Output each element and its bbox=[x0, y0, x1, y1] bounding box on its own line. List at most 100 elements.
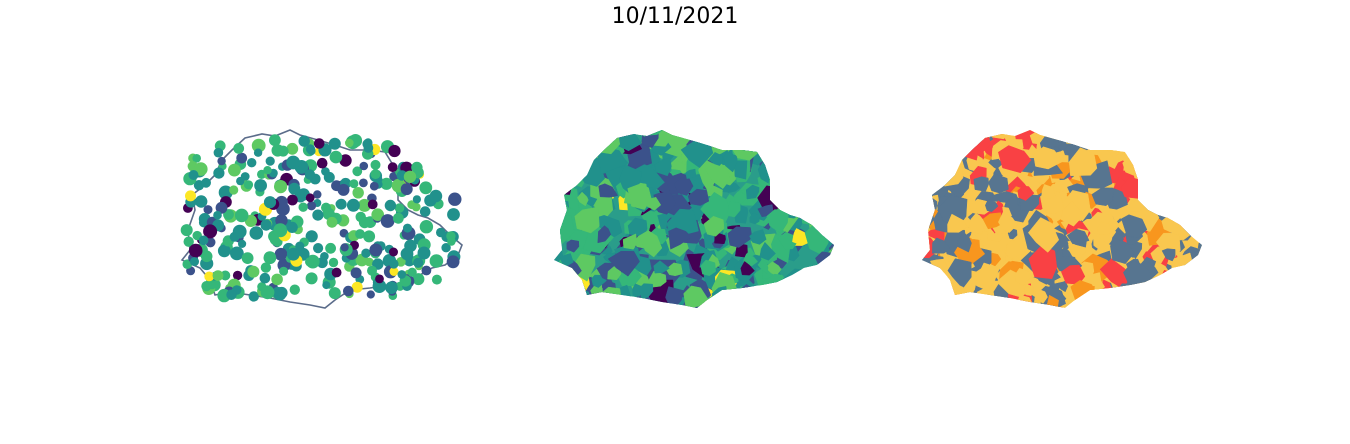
municipality-region bbox=[931, 140, 952, 162]
municipality-region bbox=[560, 135, 574, 150]
municipality-point bbox=[370, 159, 381, 170]
municipality-region bbox=[597, 146, 628, 175]
municipality-region bbox=[1172, 293, 1186, 308]
municipality-region bbox=[926, 279, 953, 308]
municipality-region bbox=[606, 296, 621, 308]
municipality-region bbox=[575, 289, 592, 308]
municipality-region bbox=[820, 268, 834, 285]
municipality-region bbox=[743, 253, 759, 267]
municipality-region bbox=[1102, 130, 1118, 137]
municipality-point bbox=[286, 221, 298, 233]
municipality-point bbox=[260, 285, 275, 300]
municipality-region bbox=[1024, 283, 1034, 296]
municipality-point bbox=[355, 211, 366, 223]
municipality-region bbox=[581, 130, 603, 139]
municipality-point bbox=[251, 138, 266, 153]
municipality-region bbox=[554, 130, 561, 141]
municipality-region bbox=[941, 295, 954, 308]
municipality-region bbox=[1110, 130, 1135, 140]
municipality-region bbox=[704, 160, 731, 190]
municipality-point bbox=[419, 181, 433, 195]
municipality-point bbox=[188, 243, 203, 258]
municipality-region bbox=[556, 272, 577, 291]
municipality-point bbox=[241, 252, 254, 264]
municipality-point bbox=[387, 162, 398, 173]
municipality-region bbox=[783, 286, 813, 308]
municipality-region bbox=[1182, 196, 1202, 225]
municipality-region bbox=[809, 132, 834, 157]
municipality-region bbox=[615, 130, 632, 137]
municipality-point bbox=[328, 257, 339, 268]
municipality-region bbox=[811, 150, 834, 179]
municipality-region bbox=[1127, 295, 1152, 308]
municipality-region bbox=[922, 182, 930, 201]
municipality-region bbox=[800, 196, 831, 227]
municipality-region bbox=[1197, 183, 1202, 198]
municipality-region bbox=[1193, 197, 1202, 216]
municipality-region bbox=[796, 161, 810, 179]
municipality-region bbox=[1146, 148, 1166, 166]
municipality-region bbox=[792, 229, 805, 246]
municipality-region bbox=[963, 297, 988, 308]
municipality-region bbox=[759, 147, 775, 162]
municipality-region bbox=[1060, 130, 1082, 145]
municipality-region bbox=[769, 170, 783, 182]
municipality-region bbox=[1197, 238, 1202, 251]
municipality-region bbox=[789, 191, 819, 221]
municipality-region bbox=[554, 195, 559, 207]
municipality-region bbox=[567, 281, 584, 298]
municipality-point bbox=[229, 185, 239, 195]
municipality-region bbox=[562, 173, 576, 188]
municipality-point bbox=[447, 237, 456, 246]
municipality-region bbox=[778, 177, 804, 203]
municipality-region bbox=[789, 300, 809, 308]
municipality-region bbox=[1096, 221, 1113, 235]
municipality-point bbox=[326, 216, 338, 228]
municipality-region bbox=[794, 287, 807, 305]
municipality-region bbox=[1045, 294, 1059, 308]
municipality-region bbox=[1197, 225, 1202, 242]
municipality-region bbox=[1164, 153, 1193, 185]
municipality-point bbox=[403, 170, 417, 183]
municipality-region bbox=[749, 229, 767, 245]
municipality-region bbox=[1146, 285, 1177, 308]
municipality-point bbox=[436, 227, 446, 238]
municipality-point bbox=[343, 285, 354, 297]
municipality-region bbox=[757, 258, 769, 275]
municipality-region bbox=[958, 130, 991, 153]
municipality-region bbox=[777, 173, 799, 197]
municipality-point bbox=[286, 142, 299, 155]
municipality-point bbox=[254, 179, 267, 192]
municipality-region bbox=[570, 151, 591, 170]
municipality-point bbox=[305, 257, 314, 267]
municipality-region bbox=[803, 275, 821, 294]
municipality-region bbox=[1152, 300, 1163, 308]
municipality-point bbox=[385, 281, 398, 295]
municipality-region bbox=[1182, 179, 1196, 195]
municipality-point bbox=[412, 273, 425, 286]
municipality-region bbox=[922, 197, 935, 217]
municipality-region bbox=[792, 131, 815, 152]
municipality-region bbox=[573, 286, 586, 297]
municipality-region bbox=[594, 130, 628, 142]
municipality-region bbox=[792, 192, 811, 212]
municipality-point bbox=[403, 223, 412, 233]
municipality-region bbox=[1141, 172, 1159, 193]
municipality-point bbox=[312, 209, 324, 221]
municipality-point bbox=[339, 154, 352, 167]
municipality-point bbox=[305, 230, 318, 243]
municipality-region bbox=[797, 130, 810, 139]
municipality-region bbox=[1190, 156, 1202, 180]
municipality-region bbox=[566, 146, 581, 166]
municipality-region bbox=[738, 288, 758, 303]
municipality-region bbox=[785, 157, 809, 183]
municipality-point bbox=[287, 194, 298, 206]
municipality-region bbox=[703, 130, 737, 143]
municipality-region bbox=[741, 130, 756, 135]
municipality-point bbox=[304, 169, 316, 180]
municipality-region bbox=[1025, 305, 1049, 308]
municipality-point bbox=[397, 270, 407, 279]
municipality-region bbox=[1153, 201, 1170, 213]
municipality-region bbox=[813, 286, 831, 306]
municipality-region bbox=[951, 130, 984, 150]
